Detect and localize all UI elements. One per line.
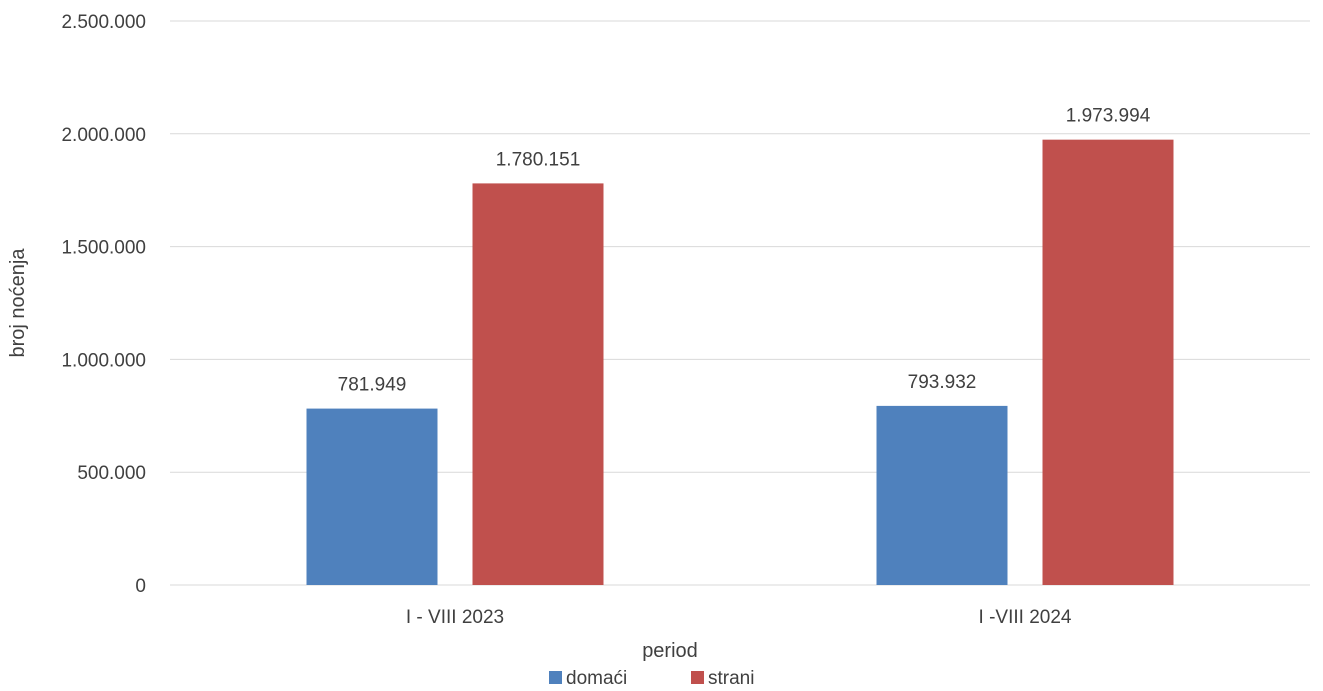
bar-strani-0 xyxy=(472,183,604,585)
bar-domaći-0 xyxy=(306,408,438,585)
x-axis-ticks: I - VIII 2023 I -VIII 2024 xyxy=(406,607,1072,628)
legend-swatch xyxy=(549,671,562,684)
legend-swatch xyxy=(691,671,704,684)
data-labels: 781.949 1.780.151 793.932 1.973.994 xyxy=(338,106,1151,396)
bar-strani-1 xyxy=(1042,139,1174,586)
y-axis-ticks: 0 500.000 1.000.000 1.500.000 2.000.000 2.500… xyxy=(61,12,146,597)
y-tick-label: 2.000.000 xyxy=(61,125,146,146)
data-label: 1.780.151 xyxy=(496,149,581,170)
legend-label: strani xyxy=(708,668,754,689)
x-tick-label: I -VIII 2024 xyxy=(979,607,1072,628)
y-tick-label: 1.000.000 xyxy=(61,350,146,371)
legend: domaći strani xyxy=(549,668,754,689)
bar-domaći-1 xyxy=(876,405,1008,585)
data-label: 1.973.994 xyxy=(1066,106,1151,127)
data-label: 793.932 xyxy=(908,372,977,393)
y-tick-label: 0 xyxy=(135,576,146,597)
x-axis-title: period xyxy=(642,640,698,662)
data-label: 781.949 xyxy=(338,375,407,396)
bars xyxy=(306,139,1174,586)
y-tick-label: 2.500.000 xyxy=(61,12,146,33)
x-tick-label: I - VIII 2023 xyxy=(406,607,504,628)
y-tick-label: 1.500.000 xyxy=(61,238,146,259)
y-tick-label: 500.000 xyxy=(77,463,146,484)
legend-label: domaći xyxy=(566,668,627,689)
y-axis-title: broj noćenja xyxy=(7,248,29,358)
